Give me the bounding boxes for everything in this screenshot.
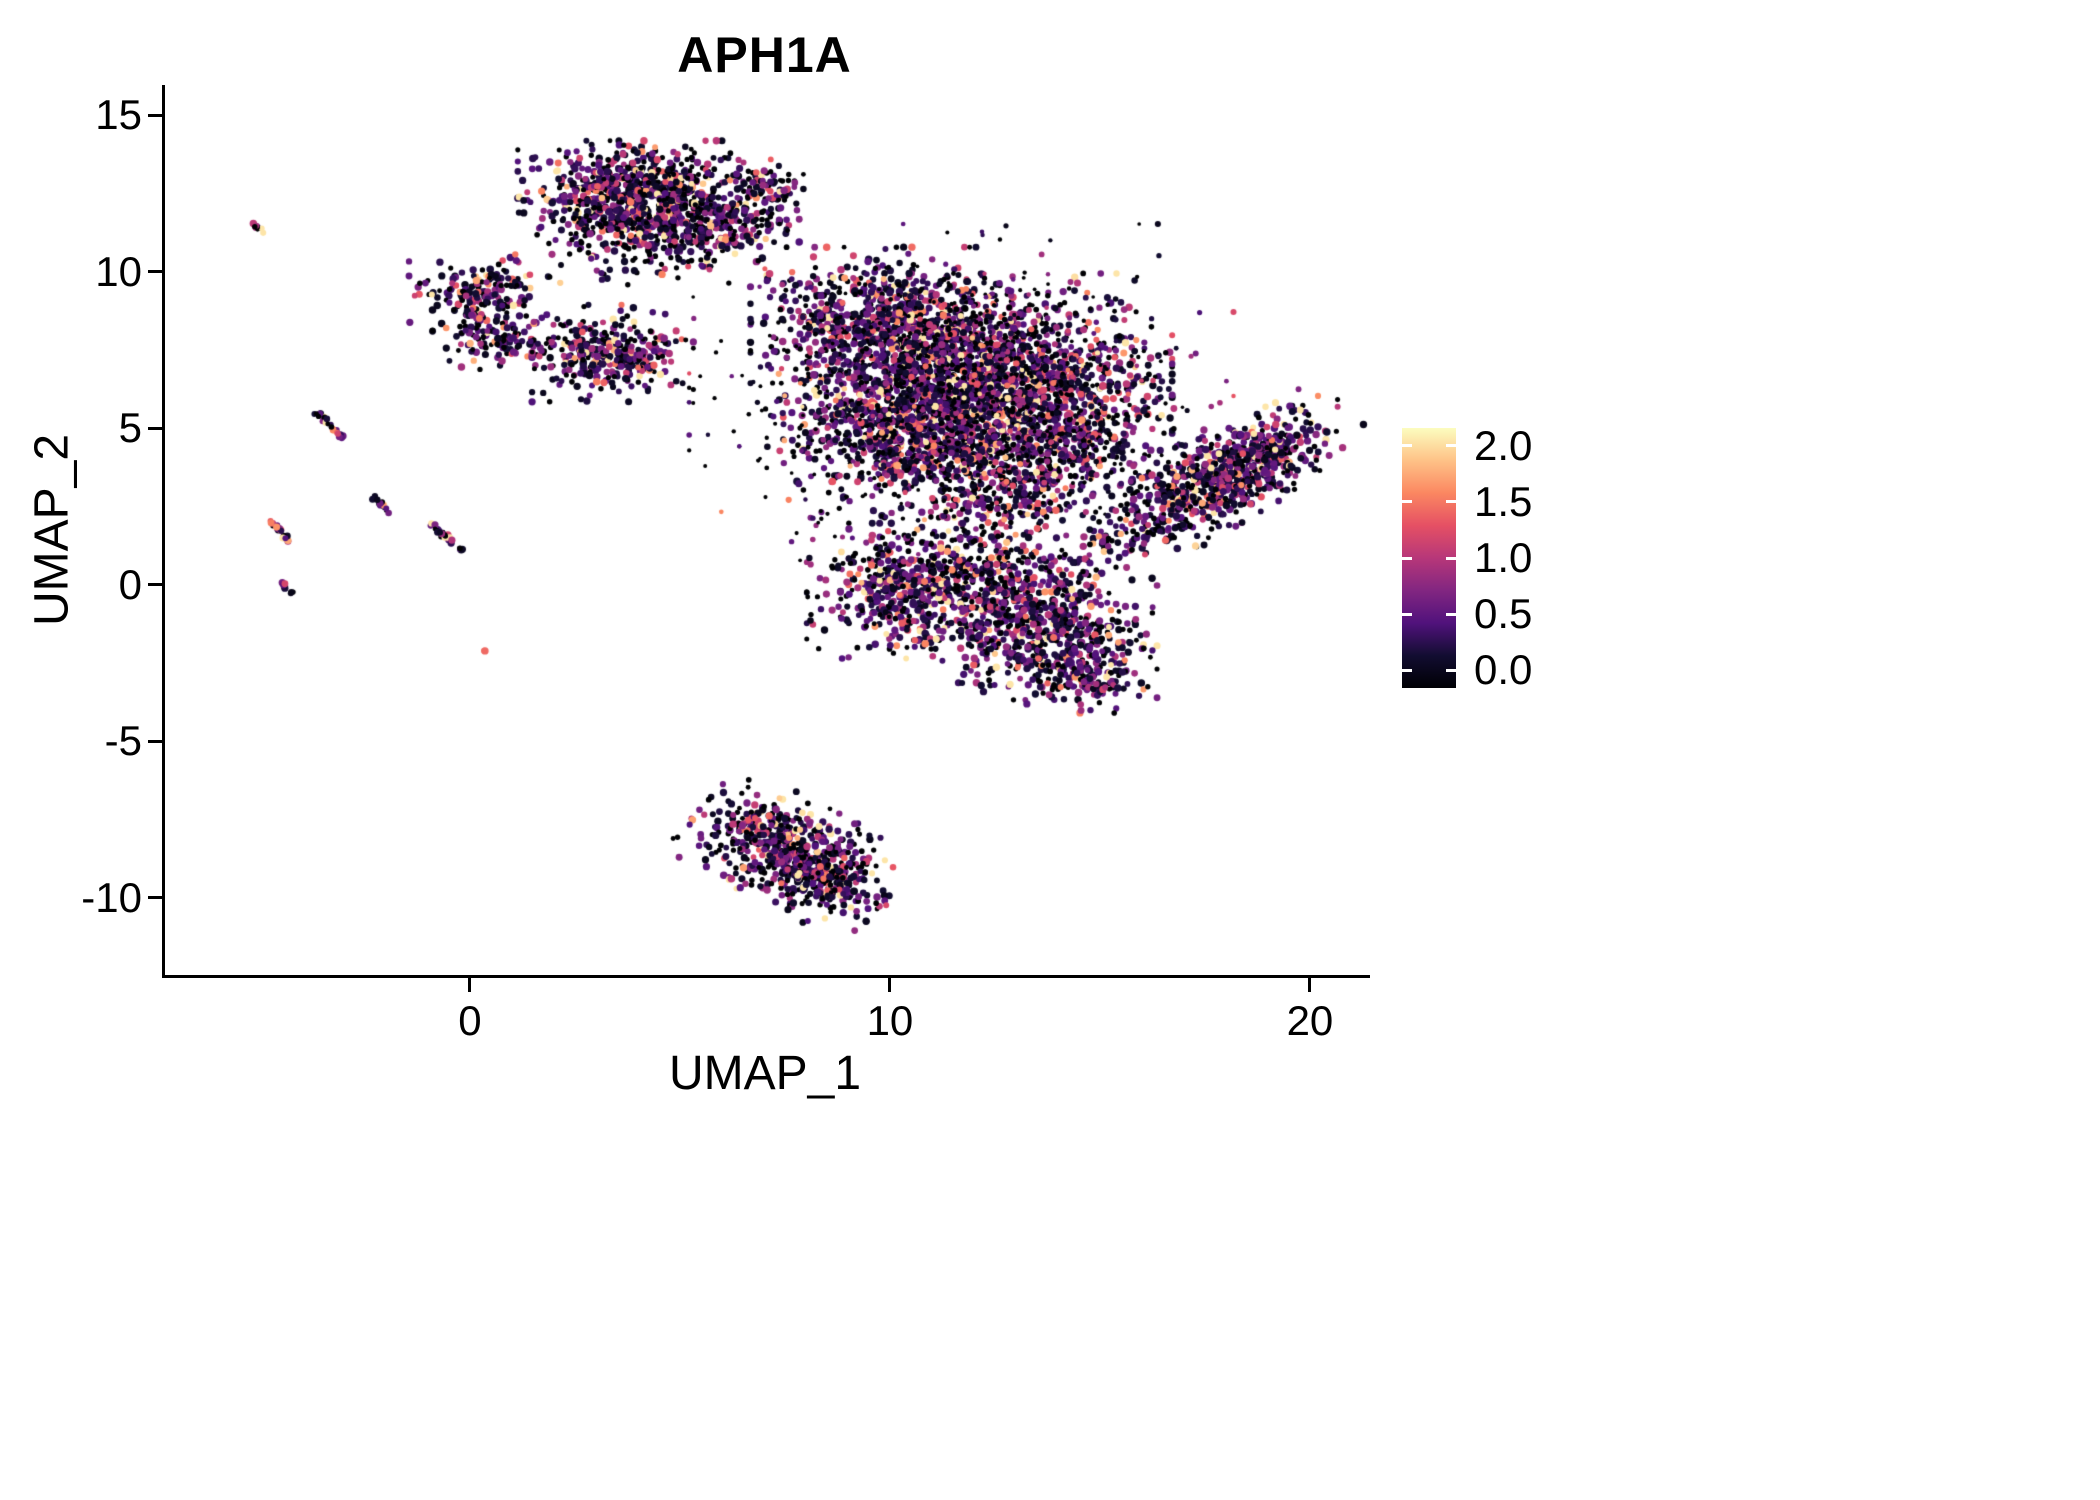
colorbar-tick-mark	[1446, 444, 1456, 448]
colorbar-tick-mark	[1446, 556, 1456, 560]
x-tick-mark	[888, 978, 892, 992]
plot-panel	[162, 85, 1370, 978]
x-tick-label: 10	[866, 997, 914, 1044]
colorbar-legend: 2.0 1.5 1.0 0.5 0.0	[1402, 424, 1532, 691]
y-tick-mark	[148, 583, 162, 587]
colorbar-tick-label: 1.0	[1474, 534, 1533, 581]
y-tick-label: 0	[118, 560, 142, 608]
y-tick-label: 10	[95, 247, 142, 295]
y-tick-mark	[148, 270, 162, 274]
colorbar-tick-mark	[1446, 668, 1456, 672]
y-tick-mark	[148, 739, 162, 743]
colorbar-tick-mark	[1446, 500, 1456, 504]
colorbar-tick-label: 0.5	[1474, 590, 1533, 638]
x-tick-label: 20	[1286, 997, 1334, 1044]
colorbar-tick-mark	[1402, 444, 1412, 448]
x-tick-label: 0	[458, 997, 482, 1044]
colorbar-tick-mark	[1446, 612, 1456, 616]
colorbar-tick-mark	[1402, 612, 1412, 616]
colorbar-tick-label: 0.0	[1474, 646, 1533, 694]
y-tick-label: 5	[118, 404, 142, 452]
y-tick-mark	[148, 426, 162, 430]
colorbar-tick-label: 1.5	[1474, 477, 1533, 525]
colorbar-tick-mark	[1402, 556, 1412, 560]
colorbar-tick-label: 2.0	[1474, 421, 1533, 469]
y-tick-label: -5	[104, 717, 142, 765]
x-axis-title: UMAP_1	[668, 1047, 862, 1100]
y-tick-mark	[148, 113, 162, 117]
colorbar-tick-mark	[1402, 500, 1412, 504]
plot-title: APH1A	[677, 27, 852, 83]
y-tick-mark	[148, 896, 162, 900]
colorbar-tick-mark	[1402, 668, 1412, 672]
y-tick-label: 15	[95, 91, 142, 139]
x-tick-mark	[468, 978, 472, 992]
x-tick-mark	[1308, 978, 1312, 992]
y-axis-title: UMAP_2	[25, 433, 79, 627]
y-tick-label: -10	[81, 873, 142, 921]
scatter-points-canvas	[165, 85, 1370, 975]
